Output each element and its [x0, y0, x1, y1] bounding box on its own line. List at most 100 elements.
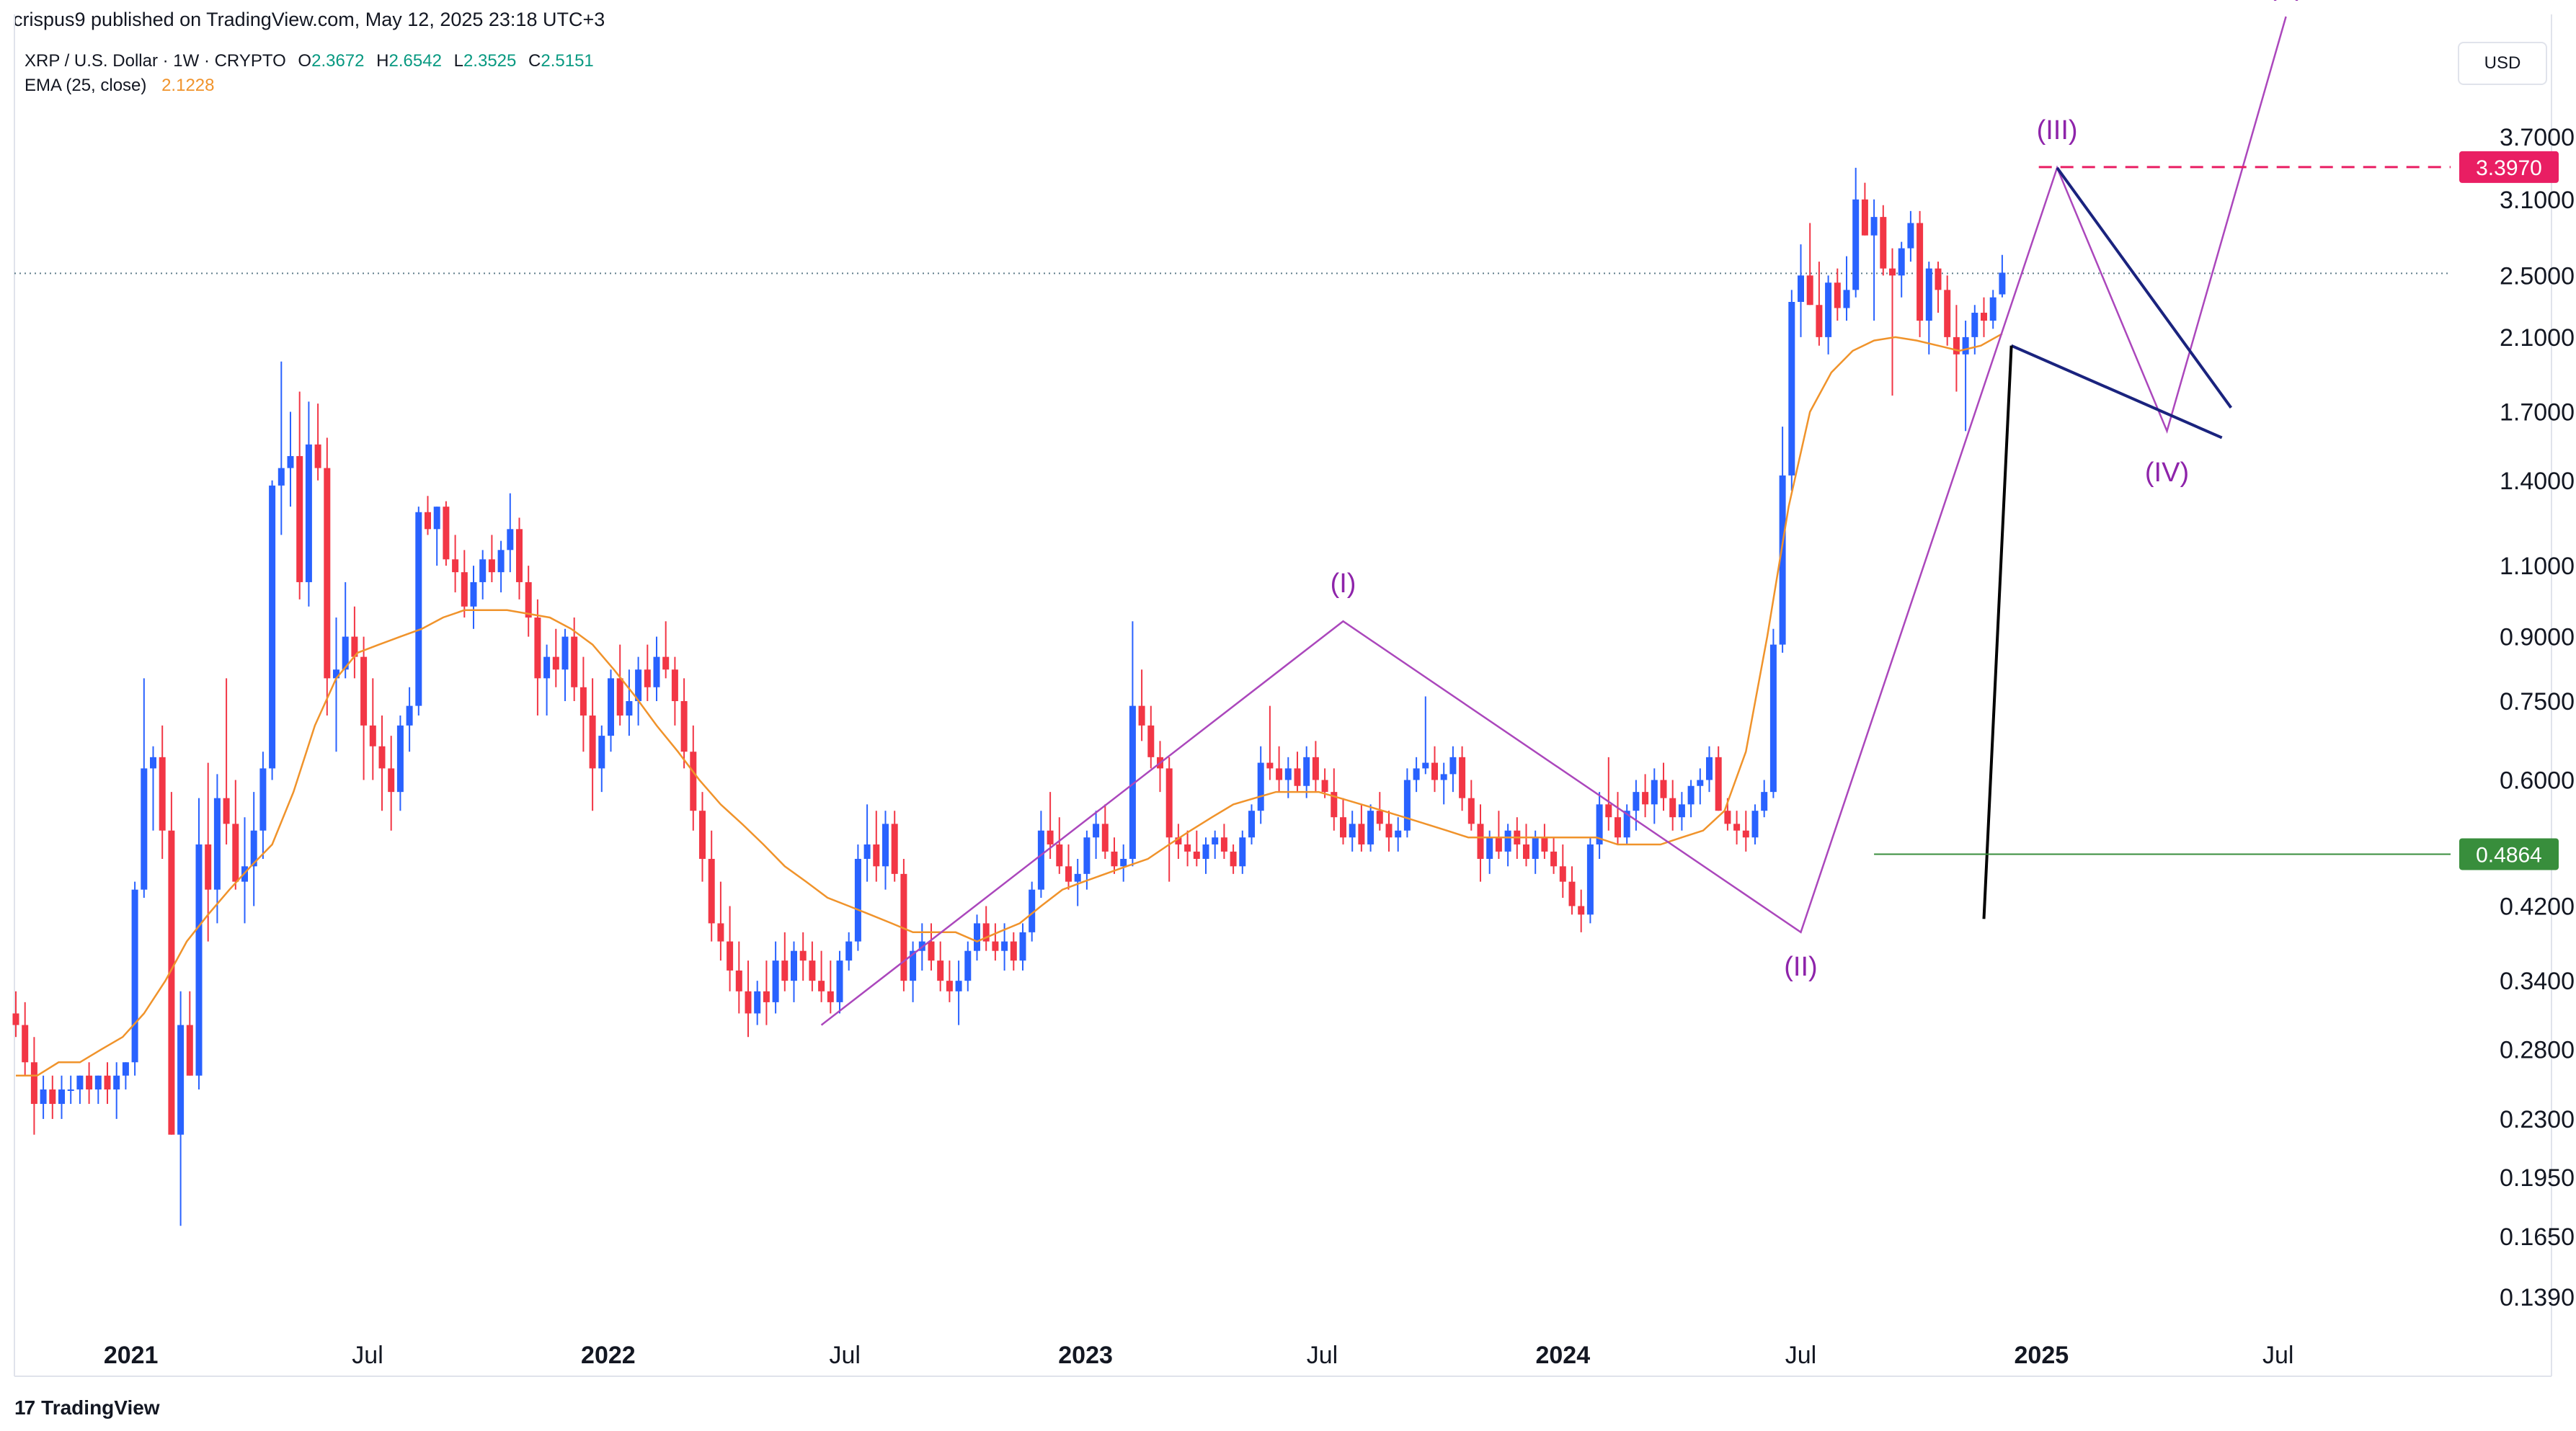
candle-body — [479, 559, 487, 582]
candle-body — [1944, 290, 1951, 337]
ohlc-open-value: 2.3672 — [311, 51, 365, 71]
candle-body — [1321, 780, 1328, 793]
candle-body — [854, 858, 861, 942]
candle-body — [259, 768, 267, 831]
candle-body — [415, 512, 422, 706]
candle-body — [1651, 780, 1658, 805]
candle-body — [232, 824, 239, 882]
candle-body — [104, 1075, 111, 1090]
candle-body — [1724, 811, 1731, 824]
y-tick-label: 3.1000 — [2500, 187, 2575, 214]
candle-body — [1331, 792, 1338, 818]
candle-body — [1467, 798, 1475, 824]
candle-body — [1220, 837, 1227, 852]
candle-body — [1834, 282, 1841, 308]
tradingview-mark-icon: 17 — [14, 1396, 35, 1419]
candle-body — [159, 757, 166, 831]
candle-body — [168, 830, 175, 1135]
candle-body — [1798, 275, 1804, 303]
y-tick-label: 0.7500 — [2500, 688, 2575, 716]
candle-body — [763, 991, 770, 1002]
candle-body — [1678, 804, 1685, 818]
candle-body — [626, 701, 633, 716]
candle-body — [1861, 199, 1868, 236]
candle-body — [1523, 844, 1529, 859]
ohlc-low-label: L — [453, 51, 463, 71]
candle-body — [113, 1075, 120, 1090]
y-tick-label: 0.1390 — [2500, 1284, 2575, 1311]
currency-button[interactable]: USD — [2458, 42, 2547, 85]
candle-body — [1431, 762, 1438, 780]
candle-body — [1852, 199, 1860, 290]
candle-body — [76, 1075, 84, 1090]
candle-body — [177, 1025, 185, 1135]
candle-body — [1340, 817, 1346, 838]
candle-body — [1825, 282, 1832, 337]
x-tick-label: Jul — [830, 1342, 861, 1369]
candle-body — [425, 512, 431, 530]
candle-body — [1001, 941, 1008, 951]
candle-body — [470, 581, 477, 607]
price-label: 3.3970 — [2476, 156, 2542, 180]
candle-body — [1935, 268, 1942, 290]
candle-body — [1578, 906, 1585, 915]
candle-body — [1816, 305, 1823, 337]
candle-body — [1586, 844, 1594, 915]
candle-body — [277, 468, 285, 486]
candle-body — [1907, 223, 1914, 249]
y-tick-label: 0.2300 — [2500, 1106, 2575, 1133]
candle-body — [836, 960, 843, 1002]
candle-body — [1358, 824, 1365, 844]
candle-body — [58, 1089, 65, 1105]
y-tick-label: 2.5000 — [2500, 262, 2575, 290]
candle-body — [662, 656, 670, 670]
legend-ema-row: EMA (25, close) 2.1228 — [25, 73, 594, 98]
x-tick-label: Jul — [1307, 1342, 1338, 1369]
candle-body — [534, 618, 541, 679]
candle-body — [1202, 844, 1209, 859]
candle-body — [1175, 837, 1182, 844]
tradingview-logo[interactable]: 17 TradingView — [14, 1396, 160, 1419]
candle-body — [1376, 811, 1383, 824]
candle-body — [1284, 768, 1292, 780]
y-tick-label: 0.4200 — [2500, 893, 2575, 920]
candle-body — [1605, 804, 1612, 818]
candle-body — [351, 636, 358, 657]
candle-body — [1953, 336, 1960, 355]
candle-body — [1687, 785, 1695, 805]
x-tick-label: 2021 — [104, 1342, 159, 1369]
candle-body — [1623, 811, 1630, 838]
candle-body — [1889, 268, 1896, 276]
candle-body — [1239, 837, 1246, 867]
candle-body — [497, 550, 505, 573]
candle-body — [396, 725, 404, 793]
candle-body — [1898, 248, 1905, 276]
candle-body — [1733, 824, 1741, 831]
candle-body — [86, 1075, 93, 1090]
candle-body — [223, 798, 230, 824]
candle-body — [818, 981, 825, 991]
candle-body — [30, 1062, 37, 1105]
price-label-box — [2459, 151, 2559, 183]
candle-body — [205, 844, 212, 890]
candle-body — [1568, 881, 1576, 906]
candle-body — [1751, 811, 1759, 838]
candle-body — [1596, 804, 1603, 844]
y-tick-label: 0.1650 — [2500, 1223, 2575, 1251]
candle-body — [1550, 851, 1558, 867]
candle-body — [94, 1075, 102, 1090]
candle-body — [1486, 837, 1493, 859]
candle-body — [982, 923, 990, 942]
candle-body — [799, 950, 807, 961]
wave-label: (V) — [2268, 0, 2304, 1]
candle-body — [369, 725, 376, 746]
candle-body — [900, 873, 907, 981]
candle-body — [809, 960, 816, 981]
wedge-lower-line — [2010, 344, 2223, 440]
candle-body — [653, 656, 660, 687]
candle-body — [910, 950, 917, 981]
candle-body — [708, 858, 715, 924]
wave-label: (IV) — [2145, 458, 2189, 488]
candle-body — [1660, 780, 1667, 798]
